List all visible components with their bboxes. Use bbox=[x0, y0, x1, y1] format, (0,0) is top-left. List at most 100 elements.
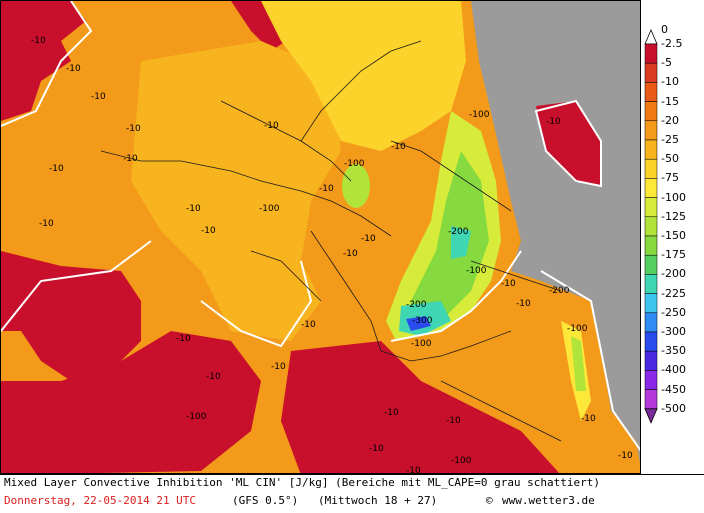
legend-label: -10 bbox=[661, 75, 679, 89]
legend-label: -400 bbox=[661, 363, 686, 377]
legend-swatch bbox=[644, 350, 658, 371]
legend-arrow-top bbox=[644, 28, 658, 45]
run-info: (Mittwoch 18 + 27) bbox=[318, 494, 438, 507]
color-legend: 0 -2.5 -5 -10 -15 -20 -25 -50 -75 -100 -125 -150 -17… bbox=[641, 0, 704, 474]
legend-label: -300 bbox=[661, 325, 686, 338]
contour-labels: -10 -10 -10 -10 -10 -10 -10 -10 -10 -10 … bbox=[31, 36, 633, 474]
legend-swatch bbox=[644, 216, 658, 237]
cin-field-red-s bbox=[281, 341, 560, 473]
cin-map: -10 -10 -10 -10 -10 -10 -10 -10 -10 -10 … bbox=[0, 0, 641, 474]
copyright-icon: © bbox=[486, 494, 493, 507]
legend-swatch bbox=[644, 178, 658, 198]
legend-label: -50 bbox=[661, 152, 679, 166]
contour-label: -10 bbox=[126, 124, 141, 134]
cin-map-canvas: -10 -10 -10 -10 -10 -10 -10 -10 -10 -10 … bbox=[1, 1, 640, 474]
legend-label: -25 bbox=[661, 133, 679, 146]
legend-swatch bbox=[644, 312, 658, 333]
legend-label: -5 bbox=[661, 56, 672, 70]
contour-label: -10 bbox=[271, 362, 286, 372]
contour-label: -10 bbox=[123, 154, 138, 164]
contour-label: -10 bbox=[201, 226, 216, 236]
contour-label: -10 bbox=[31, 36, 46, 46]
legend-label: -350 bbox=[661, 344, 686, 358]
contour-label: -10 bbox=[446, 416, 461, 426]
cin-field-150 bbox=[406, 151, 489, 331]
legend-swatch bbox=[644, 139, 658, 160]
contour-label: -10 bbox=[186, 204, 201, 214]
contour-label: -10 bbox=[391, 142, 406, 152]
contour-label: -10 bbox=[264, 121, 279, 131]
legend-swatch bbox=[644, 197, 658, 218]
legend-swatch bbox=[644, 293, 658, 314]
contour-label: -10 bbox=[581, 414, 596, 424]
cin-field-100-n bbox=[342, 164, 370, 208]
contour-label: -10 bbox=[206, 372, 221, 382]
contour-label: -10 bbox=[91, 92, 106, 102]
legend-swatch bbox=[644, 370, 658, 390]
contour-label: -10 bbox=[501, 279, 516, 289]
contour-label: -100 bbox=[466, 266, 487, 276]
legend-label: -100 bbox=[661, 190, 686, 204]
legend-label: -250 bbox=[661, 305, 686, 319]
legend-label: -15 bbox=[661, 94, 679, 108]
contour-label: -10 bbox=[319, 184, 334, 194]
cin-field-red-sw bbox=[1, 331, 261, 473]
legend-label: -2.5 bbox=[661, 37, 683, 50]
contour-label: -10 bbox=[516, 299, 531, 309]
contour-label: -10 bbox=[39, 219, 54, 229]
contour-label: -10 bbox=[361, 234, 376, 244]
legend-label: -125 bbox=[661, 209, 686, 223]
footer: Mixed Layer Convective Inhibition 'ML CI… bbox=[0, 474, 704, 513]
cin-field-red-nw bbox=[1, 1, 86, 121]
legend-swatch bbox=[644, 274, 658, 294]
contour-label: -10 bbox=[176, 334, 191, 344]
legend-swatch bbox=[644, 158, 658, 179]
contour-label: -100 bbox=[469, 110, 490, 120]
contour-label: -10 bbox=[546, 117, 561, 127]
map-title: Mixed Layer Convective Inhibition 'ML CI… bbox=[4, 476, 601, 489]
legend-swatch bbox=[644, 389, 658, 410]
legend-swatch bbox=[644, 120, 658, 141]
cin-field-orange-c bbox=[131, 41, 341, 341]
legend-swatch bbox=[644, 101, 658, 122]
legend-arrow-bottom bbox=[644, 408, 658, 424]
contour-label: -100 bbox=[344, 159, 365, 169]
cin-field-red-ne bbox=[536, 101, 601, 186]
contour-label: -10 bbox=[369, 444, 384, 454]
cin-field-200 bbox=[451, 226, 471, 259]
cin-field-orange-n bbox=[261, 1, 466, 151]
contour-label: -10 bbox=[49, 164, 64, 174]
contour-label: -10 bbox=[66, 64, 81, 74]
legend-label: -450 bbox=[661, 382, 686, 396]
legend-swatch bbox=[644, 82, 658, 102]
contour-label: -100 bbox=[411, 339, 432, 349]
legend-label: -500 bbox=[661, 401, 686, 415]
contour-label: -200 bbox=[448, 227, 469, 237]
contour-label: -300 bbox=[412, 316, 433, 326]
cin-field-red-w bbox=[1, 251, 141, 381]
legend-colorbar bbox=[644, 28, 658, 424]
legend-label: -20 bbox=[661, 113, 679, 127]
contour-label: -100 bbox=[451, 456, 472, 466]
country-borders bbox=[100, 40, 562, 442]
cin-field-300 bbox=[406, 316, 431, 331]
contour-label: -10 bbox=[384, 408, 399, 418]
legend-swatch bbox=[644, 43, 658, 64]
legend-label: -225 bbox=[661, 286, 686, 300]
legend-swatch bbox=[644, 235, 658, 256]
contour-label: -10 bbox=[301, 320, 316, 330]
legend-label: 0 bbox=[661, 23, 668, 36]
contour-label: -100 bbox=[186, 412, 207, 422]
cin-field-east-green bbox=[571, 336, 586, 391]
legend-label: -175 bbox=[661, 248, 686, 262]
legend-label: -200 bbox=[661, 267, 686, 281]
legend-swatch bbox=[644, 254, 658, 275]
site-url: www.wetter3.de bbox=[502, 494, 595, 507]
cin-contours bbox=[1, 1, 640, 452]
legend-swatch bbox=[644, 62, 658, 83]
legend-label: -75 bbox=[661, 171, 679, 185]
contour-label: -100 bbox=[259, 204, 280, 214]
contour-label: -200 bbox=[406, 300, 427, 310]
contour-label: -10 bbox=[406, 466, 421, 474]
legend-swatch bbox=[644, 331, 658, 352]
